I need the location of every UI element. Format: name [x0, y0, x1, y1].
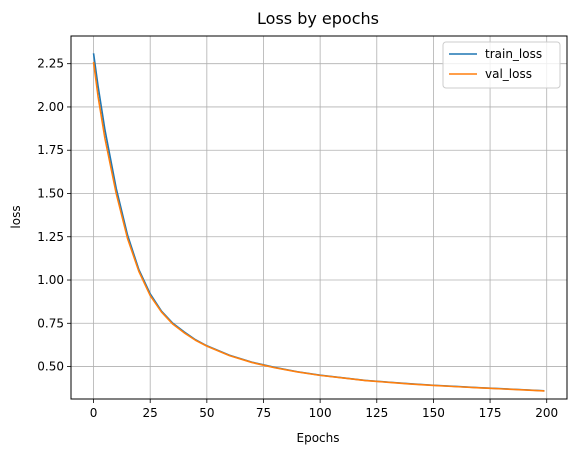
- y-tick-label: 1.00: [37, 273, 64, 287]
- legend-label: train_loss: [485, 47, 542, 61]
- x-tick-label: 200: [535, 406, 558, 420]
- x-axis-ticks: 0 25 50 75 100 125 150 175 200: [90, 399, 558, 420]
- x-tick-label: 0: [90, 406, 98, 420]
- series-lines: [92, 53, 545, 392]
- grid-lines: [71, 36, 567, 399]
- legend: train_loss val_loss: [442, 41, 561, 89]
- y-tick-label: 1.25: [37, 230, 64, 244]
- chart-title: Loss by epochs: [257, 9, 379, 28]
- x-tick-label: 100: [309, 406, 332, 420]
- x-axis-label: Epochs: [297, 431, 340, 445]
- series-line-val-loss: [92, 61, 545, 392]
- plot-frame: [70, 35, 568, 400]
- y-axis-ticks: 0.50 0.75 1.00 1.25 1.50 1.75 2.00 2.25: [37, 57, 71, 374]
- y-tick-label: 2.00: [37, 100, 64, 114]
- y-tick-label: 0.50: [37, 360, 64, 374]
- x-tick-label: 175: [479, 406, 502, 420]
- y-tick-label: 2.25: [37, 57, 64, 71]
- x-tick-label: 125: [365, 406, 388, 420]
- x-tick-label: 50: [199, 406, 214, 420]
- y-tick-label: 1.75: [37, 143, 64, 157]
- y-tick-label: 1.50: [37, 186, 64, 200]
- x-tick-label: 75: [256, 406, 271, 420]
- y-axis-label: loss: [9, 205, 23, 228]
- x-tick-label: 150: [422, 406, 445, 420]
- legend-label: val_loss: [485, 67, 532, 81]
- y-tick-label: 0.75: [37, 316, 64, 330]
- x-tick-label: 25: [143, 406, 158, 420]
